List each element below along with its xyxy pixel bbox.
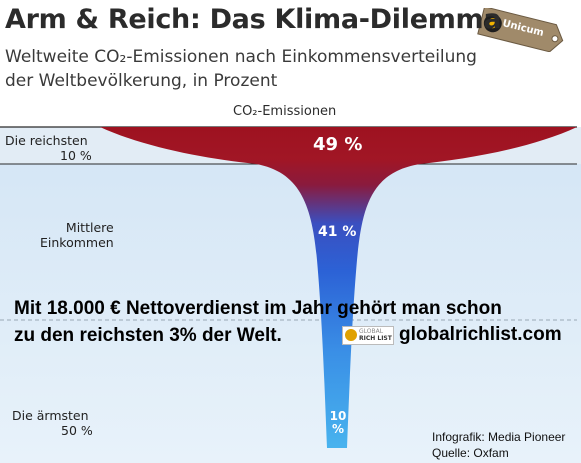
global-rich-list-badge-text: GLOBAL RICH LIST [359,328,392,342]
value-label-poor-unit: % [331,422,345,436]
emissions-funnel-shape [100,127,577,448]
category-label-middle: Mittlere Einkommen [40,220,114,250]
category-label-middle-line1: Mittlere [65,220,114,235]
badge-line1: GLOBAL [359,328,384,335]
credits: Infografik: Media Pioneer Quelle: Oxfam [432,429,565,461]
overlay-caption-line1: Mit 18.000 € Nettoverdienst im Jahr gehö… [14,298,502,319]
value-label-rich: 49 % [313,134,363,155]
chart-title: Arm & Reich: Das Klima-Dilemma [5,4,502,35]
category-label-poor-line1: Die ärmsten [12,408,89,423]
chart-background [0,127,581,463]
category-label-poor: Die ärmsten 50 % [12,408,93,438]
overlay-caption-line2: zu den reichsten 3% der Welt. [14,325,282,346]
category-label-middle-line2: Einkommen [40,235,114,250]
badge-line2: RICH LIST [359,335,392,342]
chart-subtitle-line1: Weltweite CO₂-Emissionen nach Einkommens… [5,47,477,67]
value-label-poor: 10 % [329,410,347,436]
credit-source: Quelle: Oxfam [432,446,509,460]
global-rich-list-badge: GLOBAL RICH LIST [342,326,394,345]
global-rich-list-logo-icon [345,329,357,341]
global-rich-list-site: globalrichlist.com [399,324,562,345]
series-label: CO₂-Emissionen [233,104,337,119]
chart-subtitle-line2: der Weltbevölkerung, in Prozent [5,71,278,91]
credit-infografik: Infografik: Media Pioneer [432,430,566,444]
value-label-poor-number: 10 [329,409,347,423]
category-label-rich-line1: Die reichsten [5,133,88,148]
brand-logo-tag [477,8,564,52]
overlay-caption: Mit 18.000 € Nettoverdienst im Jahr gehö… [14,295,502,349]
category-label-rich-line2: 10 % [60,148,92,163]
value-label-middle: 41 % [318,224,357,240]
category-label-poor-line2: 50 % [61,423,93,438]
category-label-rich: Die reichsten 10 % [5,133,92,163]
